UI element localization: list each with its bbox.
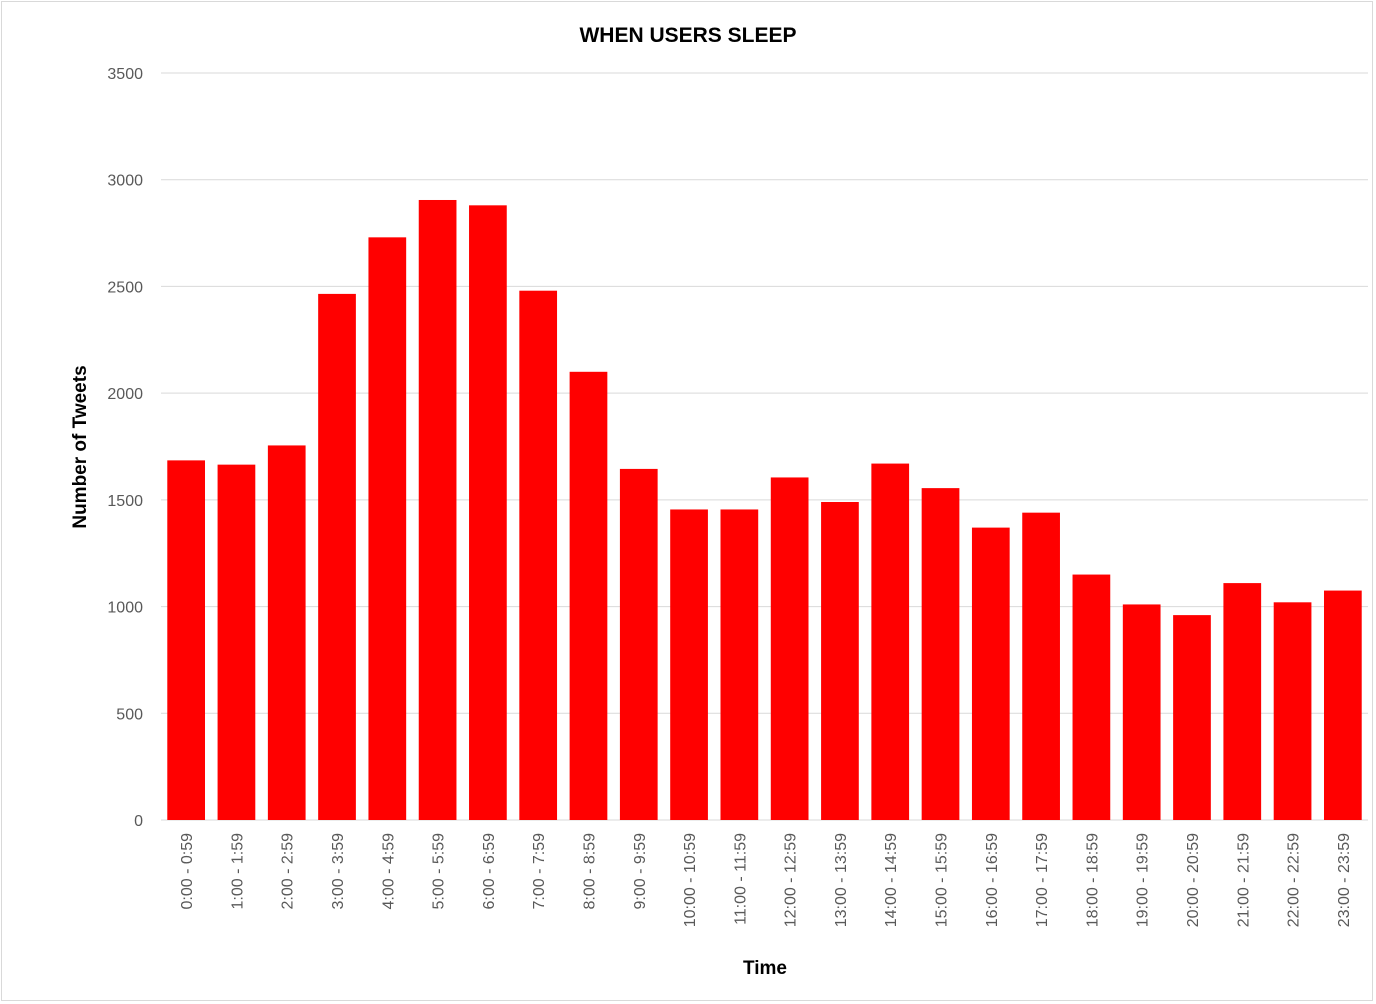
bar <box>267 445 306 820</box>
bar <box>971 527 1010 820</box>
x-tick-label: 9:00 - 9:59 <box>632 833 649 910</box>
x-tick-label: 11:00 - 11:59 <box>732 833 749 925</box>
y-tick-label: 500 <box>116 706 143 723</box>
bar <box>519 290 558 820</box>
bar <box>619 468 658 820</box>
bar <box>871 463 910 820</box>
x-tick-label: 21:00 - 21:59 <box>1235 833 1252 927</box>
x-tick-label: 5:00 - 5:59 <box>431 833 448 910</box>
bar <box>1223 583 1262 820</box>
x-tick-label: 23:00 - 23:59 <box>1336 833 1353 927</box>
bar <box>1122 604 1161 820</box>
y-tick-label: 0 <box>134 813 143 830</box>
gridlines <box>161 72 1368 821</box>
x-tick-label: 18:00 - 18:59 <box>1084 833 1101 927</box>
bar <box>1323 590 1362 820</box>
x-tick-label: 0:00 - 0:59 <box>179 833 196 910</box>
bar <box>1173 615 1211 820</box>
bar <box>1273 602 1312 820</box>
x-tick-label: 1:00 - 1:59 <box>229 833 246 910</box>
bars <box>167 199 1362 821</box>
bar <box>921 488 960 820</box>
x-tick-label: 3:00 - 3:59 <box>330 833 347 910</box>
x-tick-label: 2:00 - 2:59 <box>280 833 297 910</box>
bar <box>569 371 608 820</box>
x-tick-label: 17:00 - 17:59 <box>1034 833 1051 927</box>
y-tick-label: 2500 <box>107 279 143 296</box>
bar <box>167 460 206 820</box>
bar <box>720 509 759 820</box>
bar <box>318 293 356 820</box>
y-tick-labels: 0 500 1000 1500 2000 2500 3000 3500 <box>107 66 143 830</box>
x-tick-label: 14:00 - 14:59 <box>883 833 900 927</box>
x-tick-label: 13:00 - 13:59 <box>833 833 850 927</box>
x-tick-label: 22:00 - 22:59 <box>1286 833 1303 927</box>
x-tick-label: 6:00 - 6:59 <box>481 833 498 910</box>
x-tick-label: 19:00 - 19:59 <box>1135 833 1152 927</box>
bar <box>368 237 407 821</box>
bar <box>1072 574 1111 820</box>
x-tick-label: 8:00 - 8:59 <box>581 833 598 910</box>
bar <box>770 477 809 820</box>
bar <box>1022 512 1060 820</box>
x-axis-title: Time <box>743 958 787 979</box>
x-tick-labels: 0:00 - 0:59 1:00 - 1:59 2:00 - 2:59 3:00 - … <box>179 833 1353 927</box>
x-tick-label: 12:00 - 12:59 <box>783 833 800 927</box>
bar <box>217 464 256 820</box>
x-tick-label: 15:00 - 15:59 <box>934 833 951 927</box>
bar <box>418 199 457 821</box>
x-tick-label: 16:00 - 16:59 <box>984 833 1001 927</box>
y-tick-label: 2000 <box>107 386 143 403</box>
bar <box>670 509 708 820</box>
bar <box>469 205 507 821</box>
x-tick-label: 10:00 - 10:59 <box>682 833 699 927</box>
bar <box>821 501 859 820</box>
y-tick-label: 3000 <box>107 173 143 190</box>
x-tick-label: 20:00 - 20:59 <box>1185 833 1202 927</box>
y-tick-label: 1500 <box>107 493 143 510</box>
x-tick-label: 4:00 - 4:59 <box>380 833 397 910</box>
y-axis-title: Number of Tweets <box>70 365 91 528</box>
y-tick-label: 3500 <box>107 66 143 83</box>
chart-title: WHEN USERS SLEEP <box>579 24 796 47</box>
x-tick-label: 7:00 - 7:59 <box>531 833 548 910</box>
y-tick-label: 1000 <box>107 600 143 617</box>
